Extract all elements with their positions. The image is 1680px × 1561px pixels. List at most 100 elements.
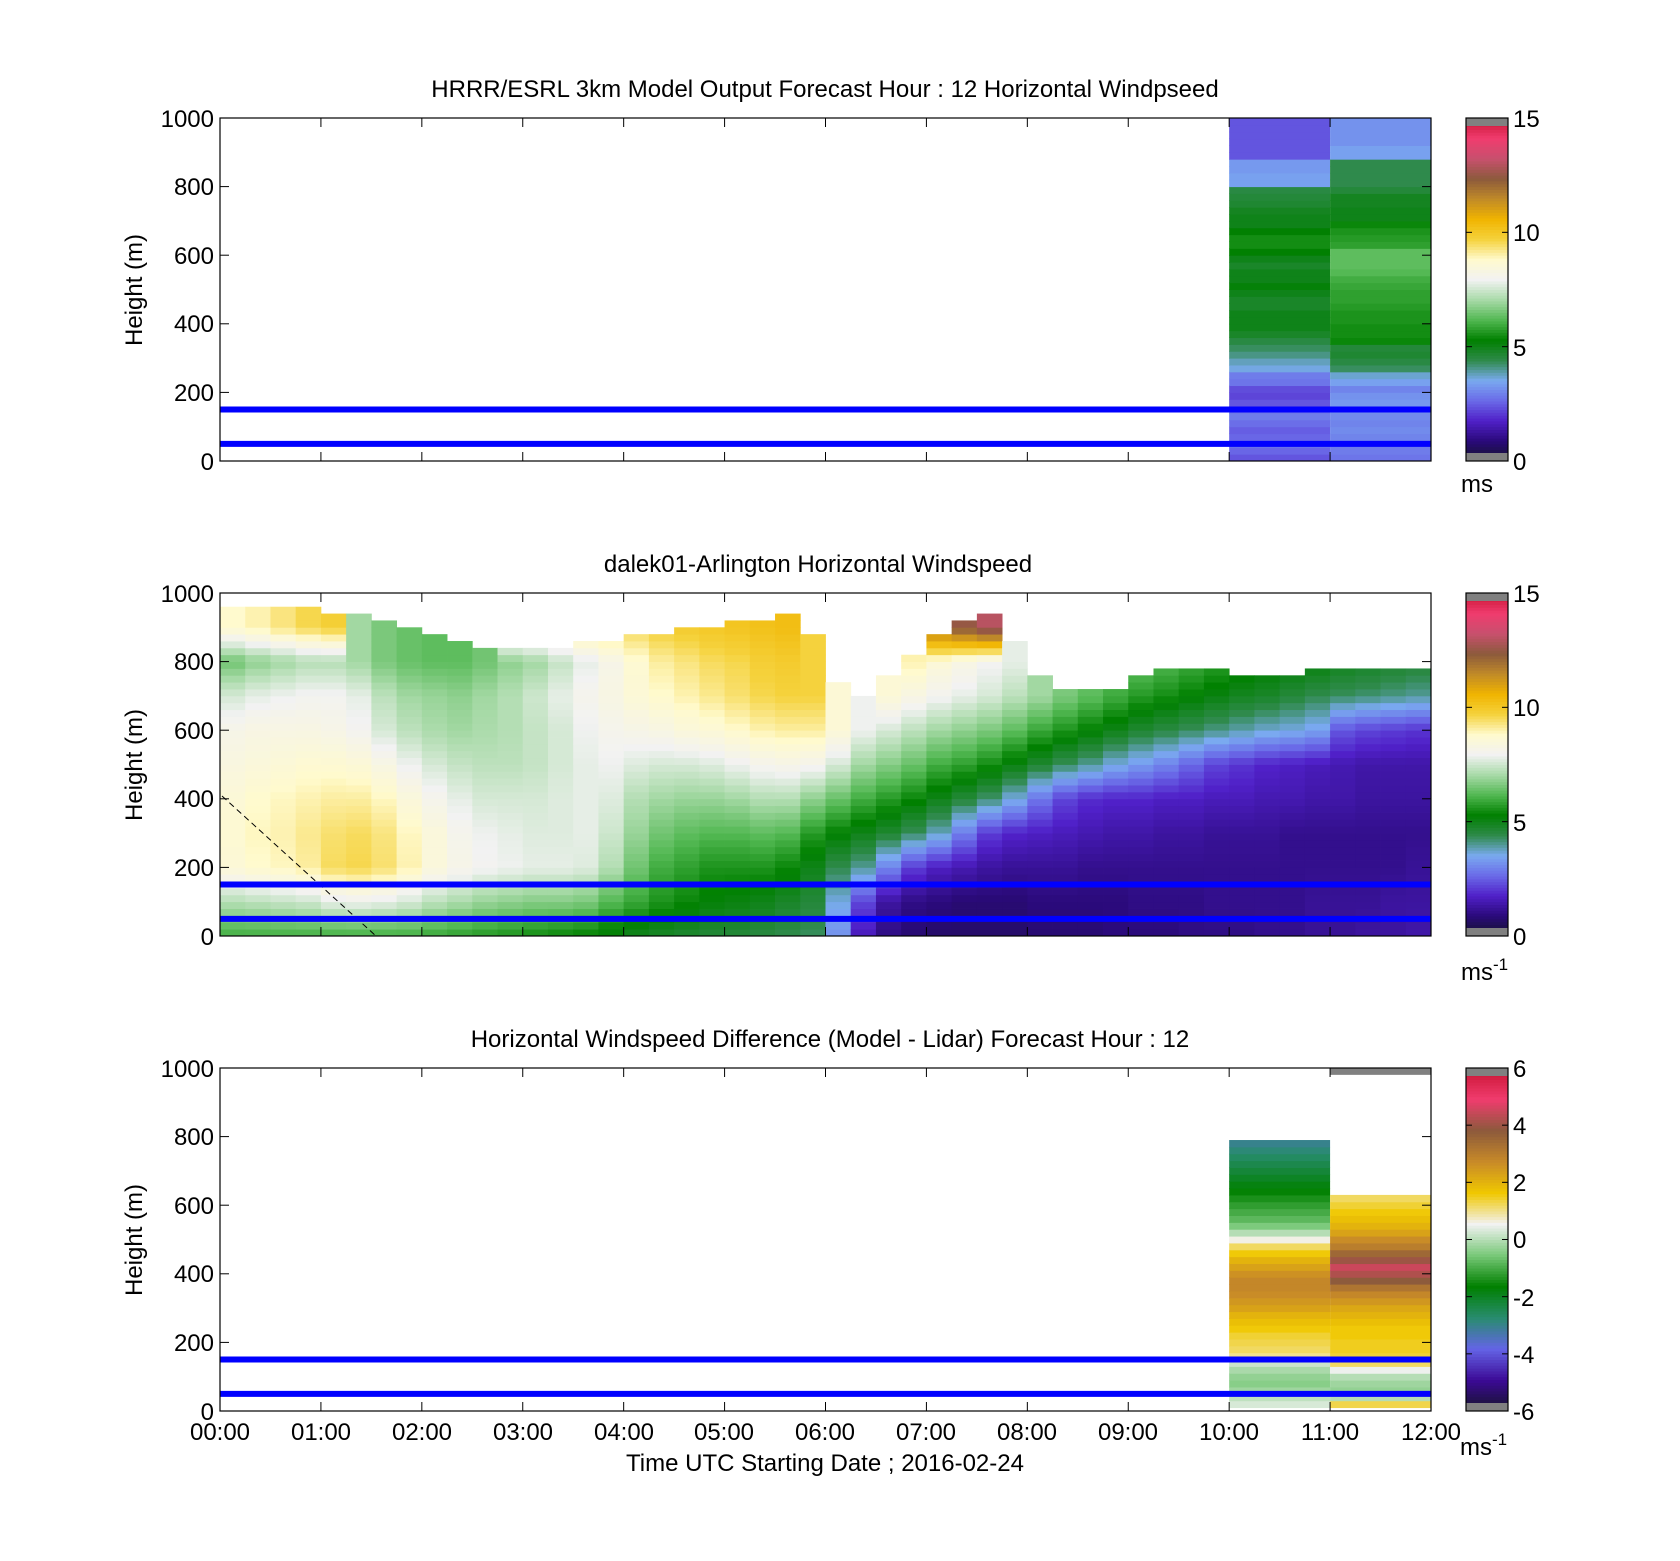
heatmap-cell [1229,392,1331,400]
heatmap-cell [1229,929,1255,936]
colorbar-swatch [1466,670,1508,674]
heatmap-cell [800,757,826,765]
colorbar-swatch [1466,180,1508,185]
heatmap-cell [1304,901,1331,909]
heatmap-cell [749,702,776,711]
heatmap-cell [1229,702,1255,711]
heatmap-cell [1027,805,1053,813]
heatmap-cell [371,922,398,930]
heatmap-cell [749,668,776,676]
heatmap-cell [1027,922,1053,930]
heatmap-cell [1279,675,1306,683]
heatmap-cell [220,771,246,779]
heatmap-cell [1229,351,1331,359]
heatmap-cell [1077,887,1104,896]
heatmap-cell [421,922,448,930]
heatmap-cell [421,853,448,861]
heatmap-cell [320,860,347,868]
heatmap-cell [875,894,902,903]
heatmap-cell [724,668,751,676]
colorbar-swatch [1466,1262,1508,1266]
panel-difference: Horizontal Windspeed Difference (Model -… [121,1026,1534,1477]
heatmap-cell [623,743,650,752]
heatmap-cell [220,606,246,614]
heatmap-cell [547,743,574,752]
heatmap-cell [346,737,372,745]
colorbar-unit: ms-1 [1461,955,1508,986]
heatmap-cell [598,771,625,779]
heatmap-cell [976,723,1003,731]
heatmap-cell [1330,1249,1431,1258]
heatmap-cell [825,805,852,813]
heatmap-cell [598,654,625,662]
colorbar-swatch [1466,1208,1508,1212]
heatmap-cell [1380,743,1407,752]
heatmap-cell [245,627,271,635]
heatmap-cell [1279,805,1306,813]
heatmap-cell [1178,737,1205,745]
heatmap-cell [951,716,978,724]
heatmap-cell [497,887,524,896]
heatmap-cell [421,805,448,813]
heatmap-cell [320,839,347,848]
heatmap-cell [926,634,953,642]
heatmap-cell [1229,303,1331,311]
heatmap-cell [875,723,902,731]
x-tick-label: 01:00 [291,1419,351,1446]
heatmap-cell [699,764,725,772]
heatmap-cell [547,702,574,711]
heatmap-cell [724,860,751,868]
colorbar-swatch [1466,767,1508,771]
heatmap-cell [976,634,1003,642]
heatmap-cell [522,647,549,656]
heatmap-cell [447,709,473,717]
colorbar: 6 4 2 0 -2 -4 -6 ms-1 [1460,1056,1534,1461]
heatmap-cell [951,654,978,662]
heatmap-cell [1178,716,1205,724]
heatmap-cell [1355,695,1381,704]
colorbar-swatch [1466,790,1508,794]
heatmap-cell [447,682,473,690]
heatmap-cell [901,785,927,793]
heatmap-cell [1229,1318,1331,1326]
heatmap-cell [220,668,246,676]
colorbar-swatch [1466,135,1508,139]
heatmap-cell [447,874,473,882]
heatmap-cell [1002,654,1028,662]
heatmap-cell [1355,901,1381,909]
heatmap-cell [421,867,448,875]
heatmap-cell [875,929,902,936]
heatmap-cell [1229,1297,1331,1306]
heatmap-cell [547,695,574,704]
heatmap-cell [699,805,725,813]
heatmap-cell [573,826,599,834]
heatmap-cell [926,894,953,903]
heatmap-cell [926,798,953,807]
heatmap-cell [1128,860,1154,868]
heatmap-cell [1153,702,1180,711]
colorbar-swatch [1466,203,1508,208]
heatmap-cell [346,613,372,621]
heatmap-cell [1027,771,1053,779]
heatmap-cell [724,647,751,656]
heatmap-cell [396,661,423,669]
heatmap-cell [648,785,675,793]
colorbar-swatch [1466,1145,1508,1149]
heatmap-cell [1203,750,1230,759]
heatmap-cell [1229,166,1331,174]
heatmap-cell [1355,839,1381,848]
heatmap-cell [1229,1188,1331,1196]
heatmap-cell [320,785,347,793]
colorbar-swatch [1466,1133,1508,1138]
heatmap-cell [648,901,675,909]
heatmap-cell [320,922,347,930]
heatmap-cell [951,709,978,717]
colorbar-tick-label: -4 [1513,1342,1534,1369]
heatmap-cell [547,675,574,683]
heatmap-cell [875,839,902,848]
heatmap-cell [1077,791,1104,800]
heatmap-cell [295,702,322,711]
heatmap-cell [245,675,271,683]
heatmap-cell [245,791,271,800]
heatmap-cell [421,689,448,697]
